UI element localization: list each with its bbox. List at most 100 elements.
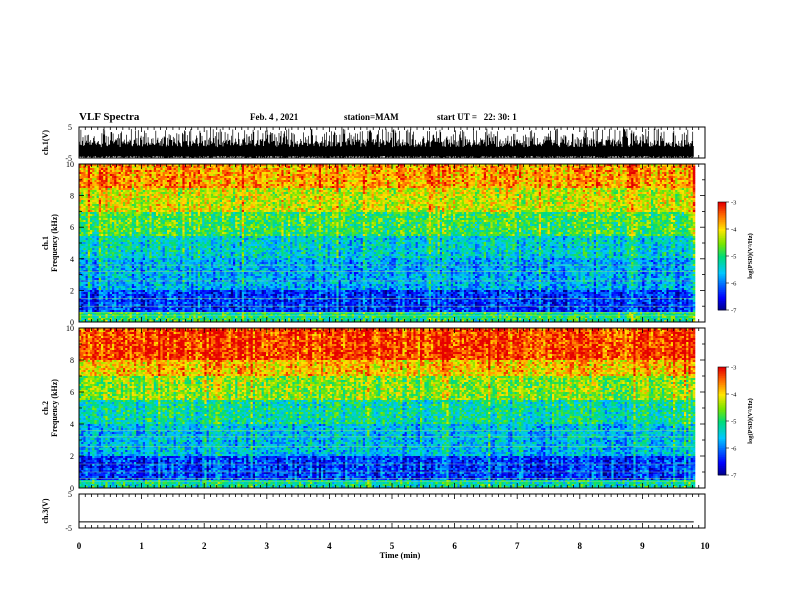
ch1-spectrogram-cell <box>158 304 161 307</box>
ch1-spectrogram-cell <box>178 238 181 241</box>
ch1-spectrogram-cell <box>127 266 130 269</box>
ch1-spectrogram-cell <box>182 246 185 249</box>
ch1-spectrogram-cell <box>173 180 177 183</box>
ch1-spectrogram-cell <box>167 294 170 297</box>
ch1-spectrogram-cell <box>211 200 214 203</box>
ch1-spectrogram-cell <box>186 310 190 313</box>
ch1-spectrogram-cell <box>94 314 97 317</box>
ch1-spectrogram-cell <box>191 296 194 299</box>
ch1-spectrogram-cell <box>92 284 95 287</box>
ch1-spectrogram-cell <box>173 320 177 323</box>
ch1-spectrogram-cell <box>103 182 106 185</box>
ch1-spectrogram-cell <box>178 244 181 247</box>
ch1-spectrogram-cell <box>79 294 82 297</box>
ch1-spectrogram-cell <box>156 176 159 179</box>
ch1-spectrogram-cell <box>127 236 130 239</box>
ch1-spectrogram-cell <box>92 226 95 229</box>
ch1-spectrogram-cell <box>85 304 89 307</box>
ch1-spectrogram-cell <box>120 224 124 227</box>
ch1-spectrogram-cell <box>202 304 205 307</box>
ch1-spectrogram-cell <box>131 292 135 295</box>
ch1-spectrogram-cell <box>153 314 157 317</box>
ch1-spectrogram-cell <box>184 182 188 185</box>
ch1-spectrogram-cell <box>153 304 157 307</box>
ch1-spectrogram-cell <box>182 260 185 263</box>
ch1-spectrogram-cell <box>171 298 174 301</box>
ch1-spectrogram-cell <box>131 236 135 239</box>
ch1-spectrogram-cell <box>105 238 108 241</box>
ch1-spectrogram-cell <box>92 206 95 209</box>
ch1-spectrogram-cell <box>105 314 108 317</box>
ch1-spectrogram-cell <box>125 200 128 203</box>
ch1-spectrogram-cell <box>178 236 181 239</box>
ch1-spectrogram-cell <box>193 190 196 193</box>
ch1-spectrogram-cell <box>79 178 82 181</box>
ch1-spectrogram-cell <box>92 178 95 181</box>
ch1-spectrogram-cell <box>92 222 95 225</box>
ch1-spectrogram-cell <box>90 250 93 253</box>
ch1-spectrogram-cell <box>114 186 117 189</box>
ch1-spectrogram-cell <box>105 182 108 185</box>
ch1-spectrogram-cell <box>120 240 124 243</box>
ch1-spectrogram-cell <box>182 190 185 193</box>
ch1-spectrogram-cell <box>197 182 201 185</box>
ch1-spectrogram-cell <box>125 178 128 181</box>
ch1-spectrogram-cell <box>116 298 119 301</box>
ch1-spectrogram-cell <box>94 246 97 249</box>
ch1-spectrogram-cell <box>142 258 146 261</box>
ch1-spectrogram-cell <box>125 318 128 321</box>
ch1-spectrogram-cell <box>211 210 214 213</box>
ch1-spectrogram-cell <box>160 312 163 315</box>
ch1-spectrogram-cell <box>79 190 82 193</box>
ch1-spectrogram-cell <box>81 222 84 225</box>
ch1-spectrogram-cell <box>178 182 181 185</box>
ch1-spectrogram-cell <box>120 244 124 247</box>
ch1-spectrogram-cell <box>197 198 201 201</box>
ch1-spectrogram-cell <box>164 194 168 197</box>
ch1-spectrogram-cell <box>180 234 183 237</box>
ch1-spectrogram-cell <box>206 294 210 297</box>
ch1-spectrogram-cell <box>149 212 152 215</box>
ch1-spectrogram-cell <box>134 208 137 211</box>
ch1-spectrogram-cell <box>189 302 192 305</box>
ch1-spectrogram-cell <box>156 262 159 265</box>
ch1-spectrogram-cell <box>87 190 91 193</box>
ch1-spectrogram-cell <box>125 304 128 307</box>
ch1-spectrogram-cell <box>206 180 210 183</box>
ch1-spectrogram-cell <box>129 272 133 275</box>
ch1-spectrogram-cell <box>142 268 146 271</box>
ch1-spectrogram-cell <box>118 240 122 243</box>
ch1-spectrogram-cell <box>158 192 161 195</box>
ch1-spectrogram-cell <box>195 262 199 265</box>
ch1-spectrogram-cell <box>90 172 93 175</box>
ch1-spectrogram-cell <box>145 176 148 179</box>
ch1-spectrogram-cell <box>151 196 155 199</box>
ch1-spectrogram-cell <box>134 182 137 185</box>
ch1-spectrogram-cell <box>182 298 185 301</box>
ch1-spectrogram-cell <box>206 174 210 177</box>
ch1-spectrogram-cell <box>79 308 82 311</box>
ch1-spectrogram-cell <box>94 302 97 305</box>
ch1-spectrogram-cell <box>211 240 214 243</box>
ch1-spectrogram-cell <box>184 286 188 289</box>
ch1-spectrogram-cell <box>136 276 139 279</box>
ch1-spectrogram-cell <box>145 282 148 285</box>
ch1-spectrogram-cell <box>204 176 207 179</box>
ch1-spectrogram-cell <box>125 248 128 251</box>
ch1-spectrogram-cell <box>120 250 124 253</box>
ch1-spectrogram-cell <box>105 200 108 203</box>
ch1-spectrogram-cell <box>109 238 113 241</box>
ch1-spectrogram-cell <box>92 172 95 175</box>
ch1-spectrogram-cell <box>147 182 150 185</box>
ch1-spectrogram-cell <box>169 234 172 237</box>
ch1-spectrogram-cell <box>204 196 207 199</box>
ch1-spectrogram-cell <box>116 208 119 211</box>
ch1-spectrogram-cell <box>151 194 155 197</box>
ch1-spectrogram-cell <box>123 192 126 195</box>
ch1-spectrogram-cell <box>107 166 111 169</box>
ch1-spectrogram-cell <box>90 216 93 219</box>
ch1-spectrogram-cell <box>164 166 168 169</box>
ch1-spectrogram-cell <box>182 198 185 201</box>
ch1-spectrogram-cell <box>145 236 148 239</box>
ch1-spectrogram-cell <box>193 272 196 275</box>
